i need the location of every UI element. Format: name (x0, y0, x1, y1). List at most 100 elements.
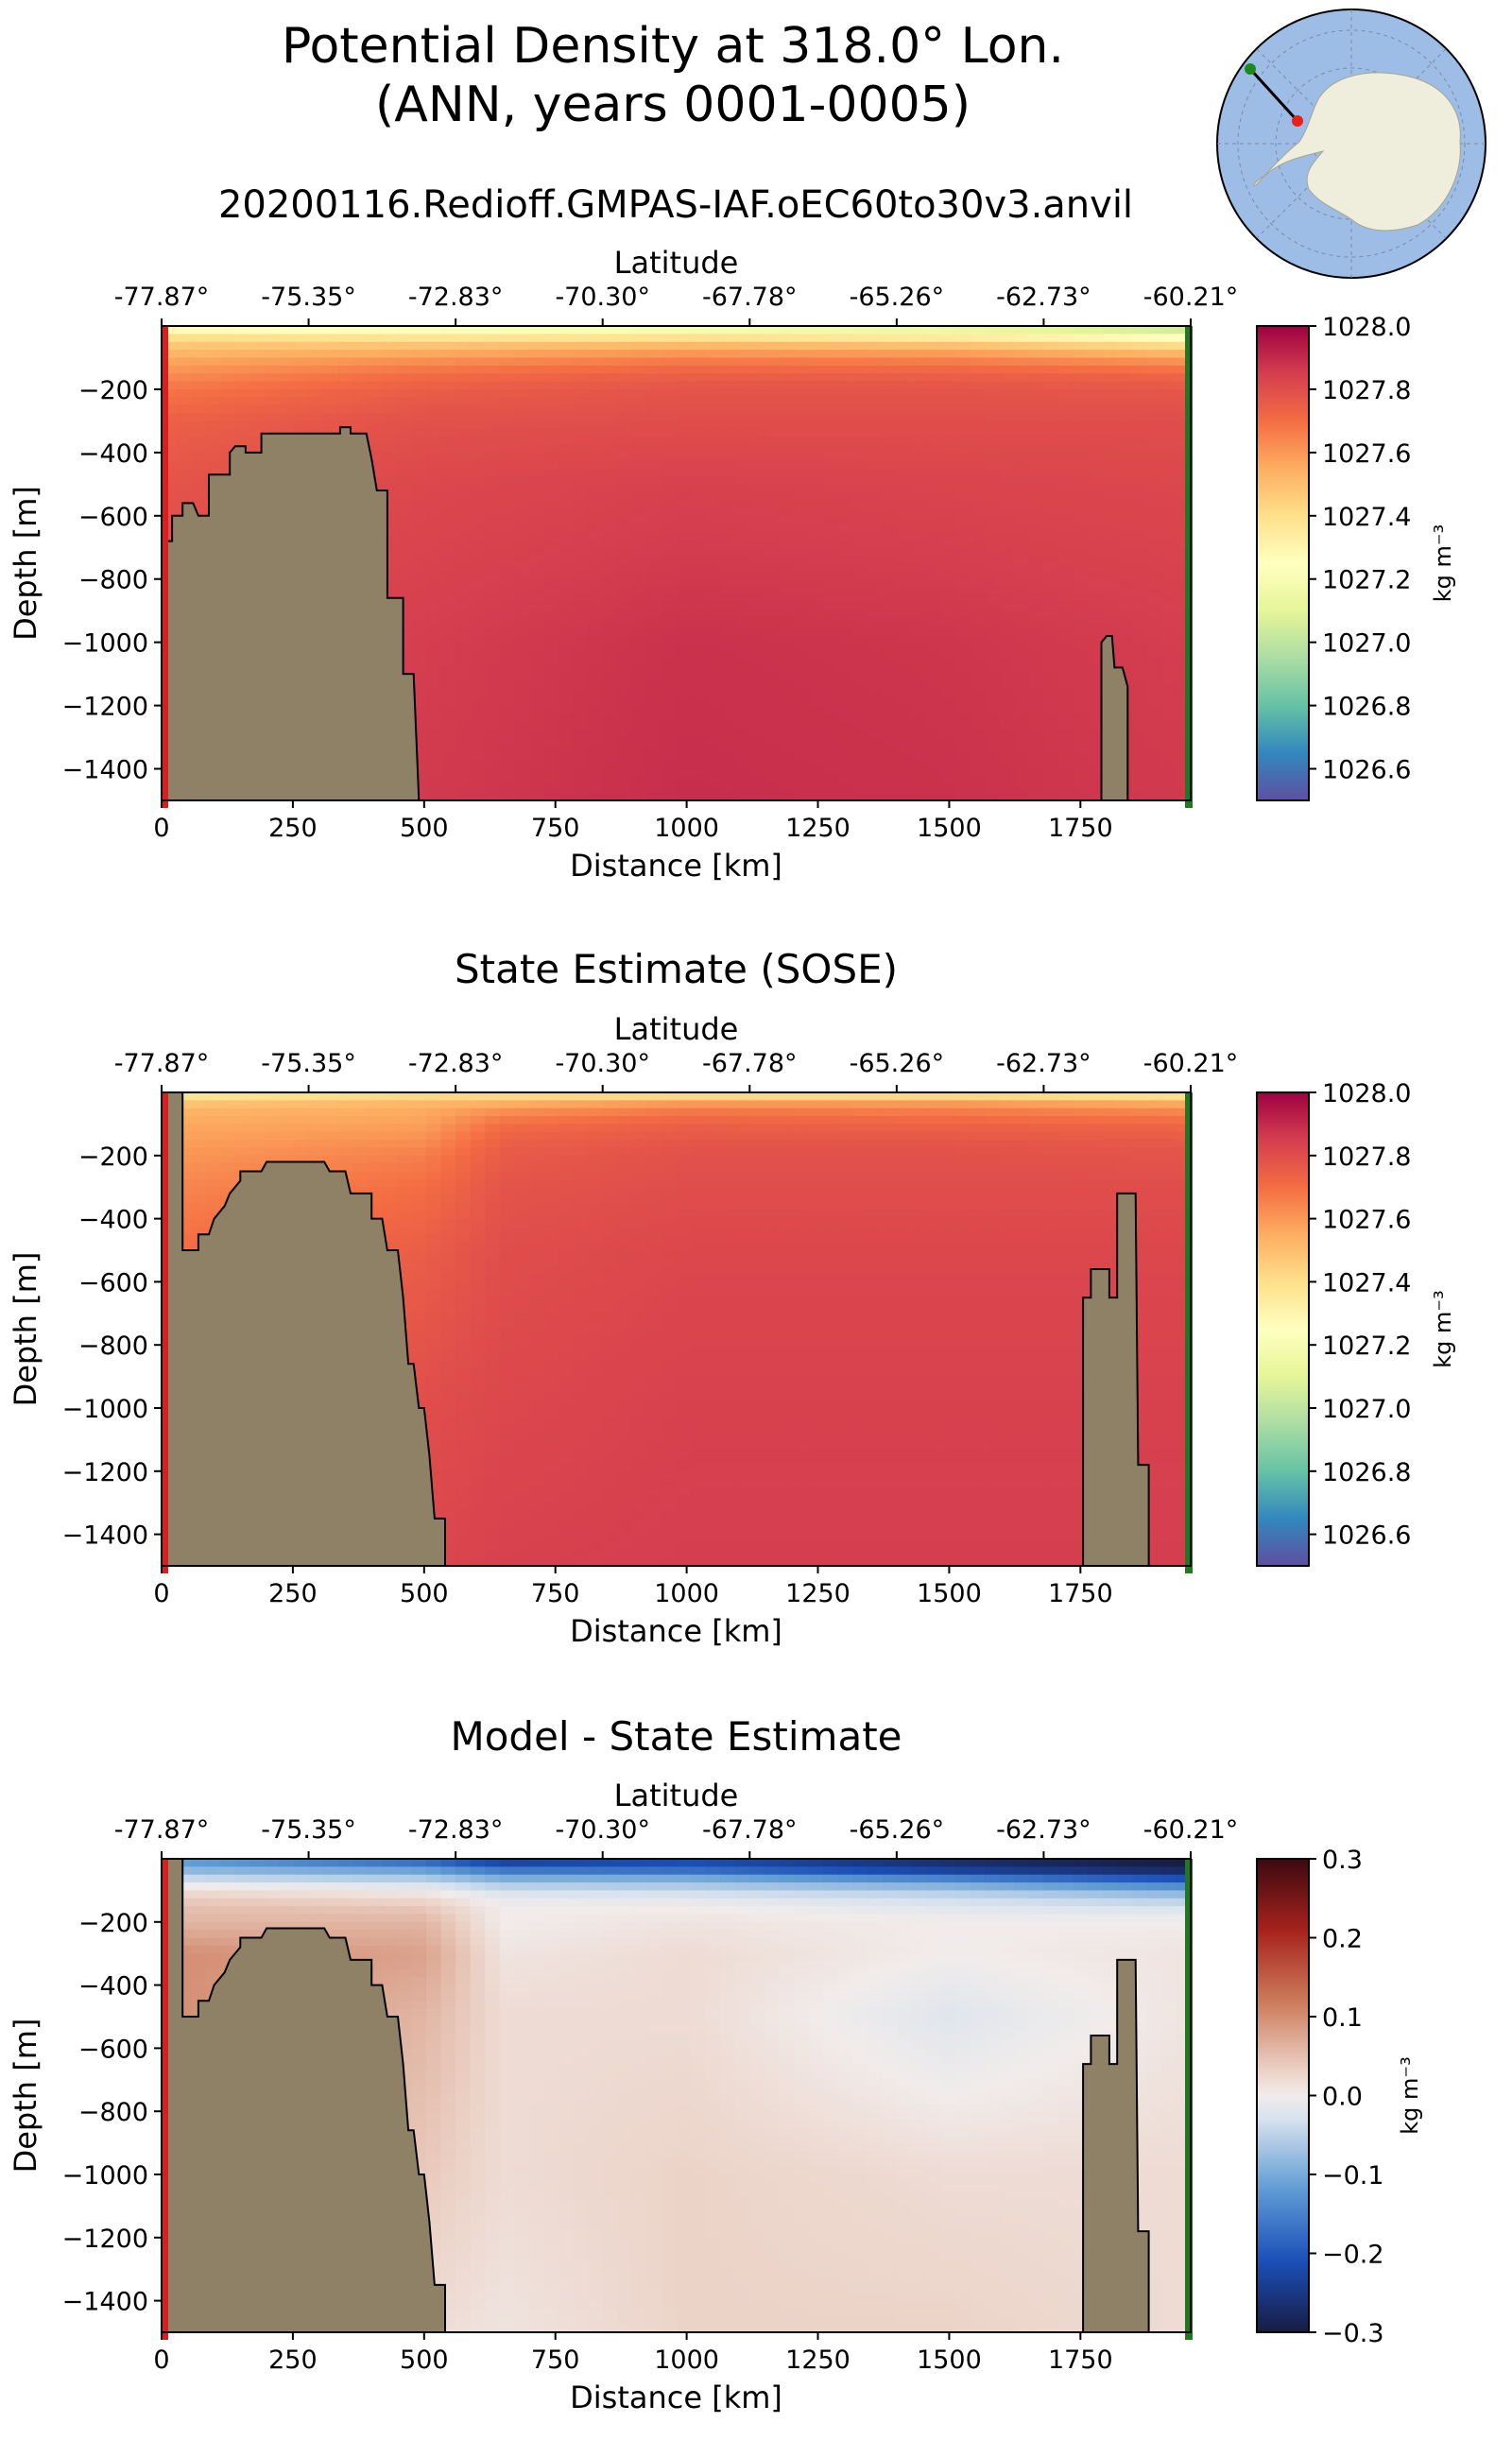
heatmap-cell (911, 571, 927, 580)
heatmap-cell (1028, 507, 1045, 517)
heatmap-cell (793, 428, 810, 438)
heatmap-cell (1102, 547, 1118, 557)
heatmap-cell (1176, 334, 1192, 343)
heatmap-cell (485, 547, 501, 557)
heatmap-cell (588, 491, 604, 501)
heatmap-cell (426, 642, 442, 651)
heatmap-cell (440, 421, 456, 430)
heatmap-cell (691, 507, 707, 517)
heatmap-cell (396, 468, 413, 477)
heatmap-cell (528, 587, 545, 596)
heatmap-cell (617, 397, 633, 406)
heatmap-cell (308, 1131, 324, 1141)
heatmap-cell (1073, 515, 1089, 524)
heatmap-cell (499, 689, 515, 698)
heatmap-cell (411, 713, 427, 722)
heatmap-cell (396, 365, 413, 374)
heatmap-cell (411, 539, 427, 548)
heatmap-cell (1043, 674, 1059, 683)
heatmap-cell (162, 413, 178, 421)
heatmap-cell (1146, 500, 1162, 509)
heatmap-cell (970, 365, 986, 374)
heatmap-cell (631, 768, 647, 778)
heatmap-cell (985, 357, 1001, 367)
heatmap-cell (1014, 531, 1030, 541)
heatmap-cell (588, 681, 604, 691)
heatmap-cell (514, 460, 530, 470)
heatmap-cell (323, 397, 339, 406)
heatmap-cell (411, 681, 427, 691)
heatmap-cell (1073, 768, 1089, 778)
heatmap-cell (1057, 610, 1074, 620)
heatmap-cell (602, 388, 618, 398)
heatmap-cell (440, 357, 456, 367)
heatmap-cell (455, 563, 472, 572)
heatmap-cell (646, 752, 662, 762)
heatmap-cell (691, 524, 707, 533)
heatmap-cell (646, 341, 662, 351)
heatmap-cell (764, 784, 780, 794)
heatmap-cell (514, 658, 530, 667)
heatmap-cell (426, 626, 442, 635)
heatmap-cell (499, 437, 515, 446)
heatmap-cell (279, 357, 295, 367)
heatmap-cell (808, 404, 824, 414)
heatmap-cell (617, 713, 633, 722)
heatmap-cell (470, 475, 486, 485)
heatmap-cell (1131, 428, 1147, 438)
heatmap-cell (573, 334, 589, 343)
heatmap-cell (764, 484, 780, 493)
heatmap-cell (940, 413, 956, 421)
top-tick-label: -72.83° (408, 283, 504, 312)
heatmap-cell (485, 587, 501, 596)
heatmap-cell (426, 547, 442, 557)
heatmap-cell (455, 350, 472, 359)
heatmap-cell (485, 665, 501, 675)
heatmap-cell (176, 1187, 192, 1196)
heatmap-cell (896, 421, 913, 430)
heatmap-cell (779, 594, 795, 604)
heatmap-cell (925, 484, 942, 493)
heatmap-cell (602, 776, 618, 785)
heatmap-cell (955, 563, 971, 572)
heatmap-cell (411, 642, 427, 651)
heatmap-cell (602, 650, 618, 659)
heatmap-cell (734, 587, 750, 596)
heatmap-cell (1088, 563, 1104, 572)
heatmap-cell (1131, 444, 1147, 454)
heatmap-cell (749, 507, 765, 517)
heatmap-cell (528, 421, 545, 430)
heatmap-cell (705, 674, 721, 683)
heatmap-cell (705, 334, 721, 343)
heatmap-cell (573, 388, 589, 398)
heatmap-cell (837, 578, 853, 588)
heatmap-cell (485, 729, 501, 738)
heatmap-cell (485, 334, 501, 343)
heatmap-cell (1160, 555, 1177, 564)
heatmap-cell (955, 326, 971, 335)
heatmap-cell (617, 444, 633, 454)
heatmap-cell (970, 610, 986, 620)
heatmap-cell (1043, 531, 1059, 541)
heatmap-cell (455, 642, 472, 651)
colorbar-gradient (1256, 325, 1310, 801)
heatmap-cell (911, 421, 927, 430)
heatmap-cell (382, 326, 398, 335)
heatmap-cell (1131, 475, 1147, 485)
heatmap-cell (1160, 705, 1177, 714)
heatmap-cell (793, 357, 810, 367)
heatmap-cell (1014, 578, 1030, 588)
heatmap-cell (1014, 665, 1030, 675)
heatmap-cell (1057, 555, 1074, 564)
heatmap-cell (720, 626, 736, 635)
heatmap-cell (793, 555, 810, 564)
heatmap-cell (999, 594, 1015, 604)
heatmap-cell (793, 468, 810, 477)
heatmap-cell (162, 460, 178, 470)
heatmap-cell (985, 373, 1001, 383)
heatmap-cell (191, 334, 207, 343)
heatmap-cell (631, 373, 647, 383)
heatmap-cell (440, 444, 456, 454)
heatmap-cell (264, 1155, 281, 1164)
heatmap-cell (676, 761, 692, 770)
